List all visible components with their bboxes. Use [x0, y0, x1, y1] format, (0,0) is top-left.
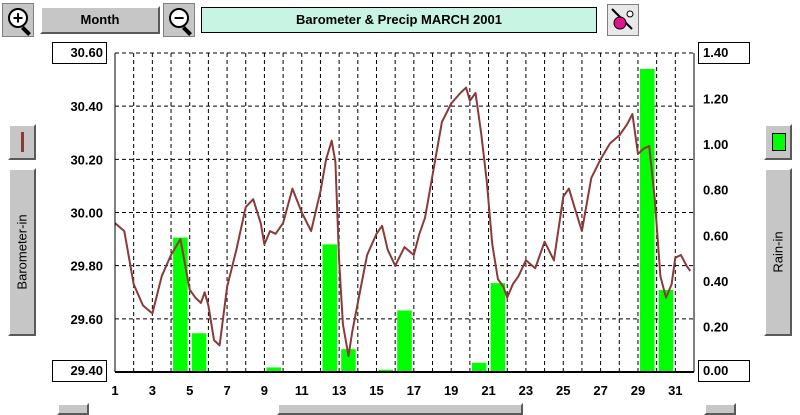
x-tick-label: 25: [556, 383, 570, 398]
x-tick-label: 17: [407, 383, 421, 398]
pressure-series-toggle[interactable]: [8, 124, 36, 160]
rain-bar: [471, 362, 487, 372]
right-tick-label: 0.80: [703, 183, 728, 198]
pressure-line-swatch: [21, 132, 24, 152]
x-tick-label: 21: [481, 383, 495, 398]
left-tick-label: 30.40: [70, 99, 103, 114]
pressure-axis-button[interactable]: Barometer-in: [8, 168, 36, 336]
rain-bar: [397, 310, 412, 372]
chart-tick-labels: 1 3 5 7 9 11 13 15 17 19 21 23 25 27 29 3130.4030.2030.…: [70, 92, 728, 398]
zoom-in-button[interactable]: +: [2, 3, 34, 37]
rain-bars: [173, 68, 674, 372]
pressure-line: [114, 86, 692, 357]
rain-bar: [173, 237, 188, 372]
right-axis-max: 1.40: [698, 42, 750, 64]
rain-bar: [378, 369, 394, 372]
x-tick-label: 9: [261, 383, 268, 398]
right-tick-label: 0.20: [703, 319, 728, 334]
rain-axis-button[interactable]: Rain-in: [764, 168, 792, 336]
left-tick-label: 30.00: [70, 206, 103, 221]
x-tick-label: 5: [186, 383, 193, 398]
x-tick-label: 29: [631, 383, 645, 398]
x-tick-label: 19: [444, 383, 458, 398]
right-axis-min: 0.00: [698, 360, 750, 382]
right-tick-label: 1.20: [703, 92, 728, 107]
x-tick-label: 27: [593, 383, 607, 398]
left-axis-min: 29.40: [52, 360, 107, 382]
x-tick-label: 15: [369, 383, 383, 398]
rain-bar: [266, 367, 282, 372]
zoom-out-icon: −: [169, 8, 189, 28]
zoom-in-icon: +: [8, 8, 28, 28]
paint-icon[interactable]: [607, 4, 639, 36]
x-tick-label: 3: [149, 383, 156, 398]
right-tick-label: 0.60: [703, 228, 728, 243]
pressure-series: [114, 86, 692, 357]
left-axis-max: 30.60: [52, 42, 107, 64]
chart-title: Barometer & Precip MARCH 2001: [201, 7, 597, 33]
paint-brush-icon: [611, 8, 634, 30]
left-tick-label: 30.20: [70, 152, 103, 167]
right-tick-label: 0.40: [703, 274, 728, 289]
x-tick-label: 11: [295, 383, 309, 398]
rain-series-toggle[interactable]: [764, 124, 792, 160]
x-tick-label: 13: [332, 383, 346, 398]
period-button[interactable]: Month: [40, 6, 160, 34]
right-tick-label: 1.00: [703, 137, 728, 152]
left-tick-label: 29.60: [70, 312, 103, 327]
x-tick-label: 23: [519, 383, 533, 398]
rain-bar-swatch: [772, 133, 786, 151]
x-tick-label: 7: [223, 383, 230, 398]
left-tick-label: 29.80: [70, 259, 103, 274]
x-tick-label: 1: [111, 383, 118, 398]
rain-bar: [191, 333, 207, 372]
rain-bar: [341, 349, 356, 372]
x-tick-label: 31: [668, 383, 682, 398]
chart-axes: [114, 53, 695, 373]
rain-bar: [322, 244, 338, 372]
rain-bar: [658, 289, 674, 372]
zoom-out-button[interactable]: −: [163, 3, 195, 37]
rain-bar: [490, 283, 506, 372]
rain-bar: [640, 68, 655, 372]
